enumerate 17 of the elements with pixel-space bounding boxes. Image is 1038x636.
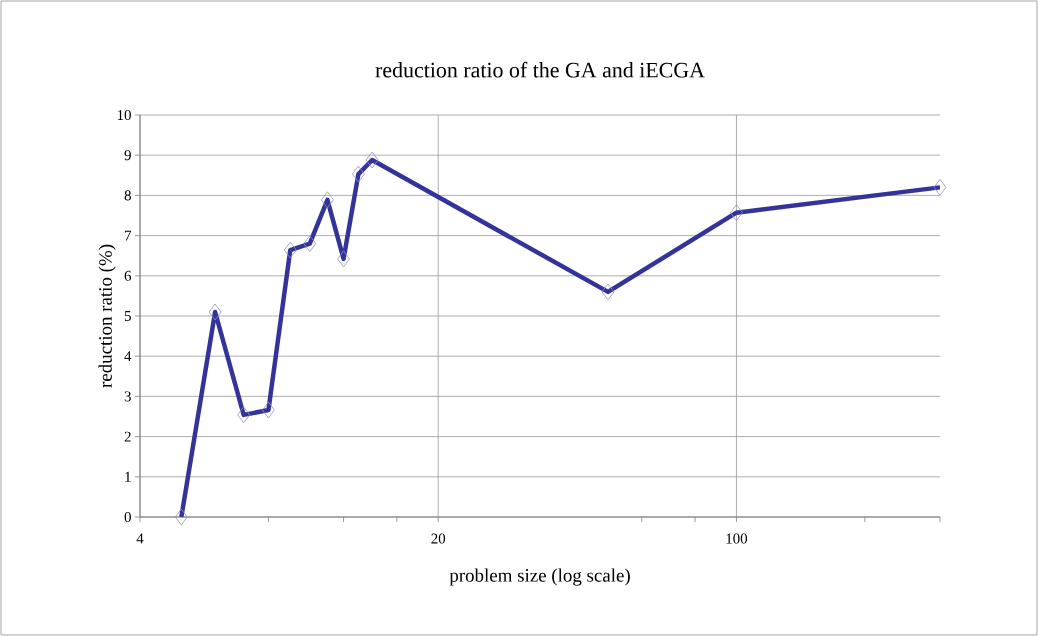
y-axis-title: reduction ratio (%) [98,244,116,388]
y-tick-label: 6 [124,270,132,281]
y-tick-label: 4 [124,351,132,362]
y-tick-label: 1 [125,471,131,482]
x-tick-label: 4 [136,533,144,544]
chart-title: reduction ratio of the GA and iECGA [375,61,705,78]
y-tick-label: 0 [124,511,131,523]
x-tick-label: 100 [726,533,748,544]
x-axis-title: problem size (log scale) [449,568,630,586]
y-tick-label: 9 [124,150,131,161]
y-tick-label: 7 [125,230,132,241]
y-tick-label: 3 [124,391,131,402]
x-tick-label: 20 [431,533,446,544]
y-tick-label: 8 [124,190,131,201]
y-tick-label: 10 [117,109,131,121]
y-tick-label: 2 [124,431,131,442]
y-tick-label: 5 [124,311,131,321]
